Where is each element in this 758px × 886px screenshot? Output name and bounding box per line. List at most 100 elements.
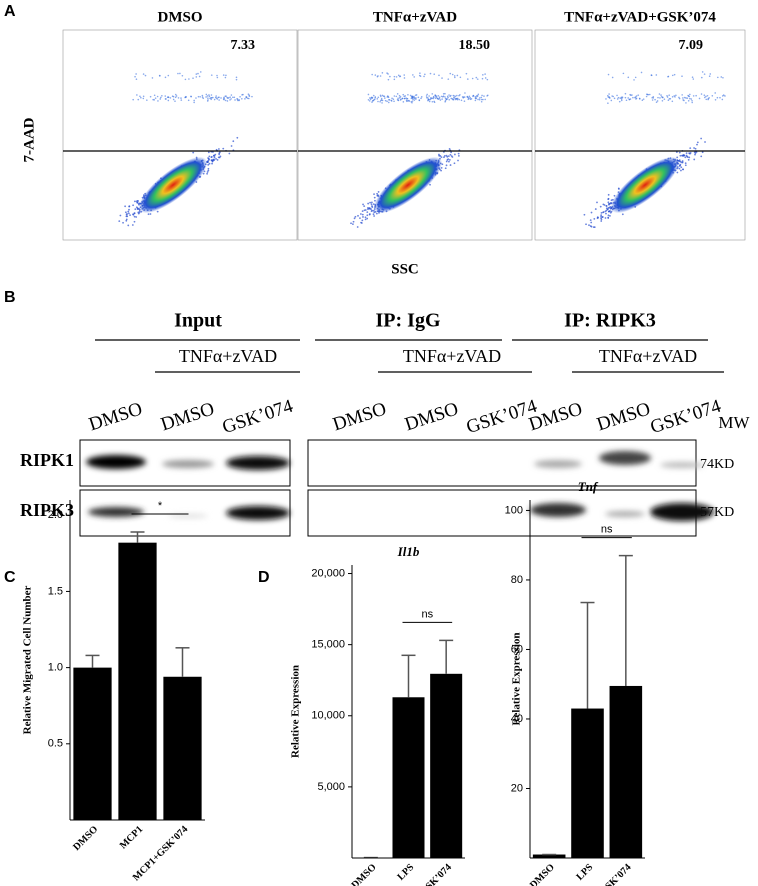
event-dot bbox=[125, 215, 128, 218]
event-dot bbox=[457, 97, 459, 100]
event-dot bbox=[717, 76, 719, 79]
event-dot bbox=[666, 96, 669, 98]
x-tick-label: MCP1 bbox=[118, 824, 145, 851]
event-dot bbox=[442, 92, 445, 95]
event-dot bbox=[689, 97, 691, 100]
event-dot bbox=[660, 94, 662, 96]
event-dot bbox=[453, 153, 456, 156]
event-dot bbox=[124, 205, 127, 208]
event-dot bbox=[451, 73, 454, 76]
plot-title: TNFα+zVAD+GSK’074 bbox=[564, 9, 716, 25]
event-dot bbox=[395, 76, 398, 78]
event-dot bbox=[600, 217, 602, 220]
bar bbox=[609, 685, 643, 858]
events bbox=[350, 72, 489, 228]
event-dot bbox=[213, 159, 216, 161]
event-dot bbox=[445, 164, 448, 167]
event-dot bbox=[705, 95, 707, 98]
event-dot bbox=[430, 97, 432, 100]
event-dot bbox=[648, 93, 651, 96]
event-dot bbox=[428, 95, 430, 97]
event-dot bbox=[164, 95, 167, 97]
event-dot bbox=[398, 94, 401, 97]
event-dot bbox=[429, 72, 432, 75]
event-dot bbox=[198, 75, 201, 78]
event-dot bbox=[216, 74, 218, 77]
event-dot bbox=[362, 203, 364, 206]
event-dot bbox=[692, 95, 695, 97]
event-dot bbox=[427, 97, 429, 99]
event-dot bbox=[399, 95, 402, 98]
event-dot bbox=[376, 192, 378, 195]
event-dot bbox=[714, 98, 717, 101]
event-dot bbox=[393, 78, 396, 81]
event-dot bbox=[363, 205, 366, 208]
event-dot bbox=[468, 95, 471, 98]
event-dot bbox=[177, 97, 180, 99]
event-dot bbox=[223, 96, 225, 99]
event-dot bbox=[700, 155, 703, 158]
event-dot bbox=[235, 76, 238, 79]
event-dot bbox=[435, 96, 438, 99]
x-tick-label: DMSO bbox=[350, 862, 379, 886]
event-dot bbox=[593, 218, 596, 220]
event-dot bbox=[402, 101, 405, 103]
event-dot bbox=[372, 94, 375, 97]
event-dot bbox=[133, 200, 136, 203]
event-dot bbox=[446, 95, 449, 98]
x-tick-label: DMSO bbox=[528, 862, 557, 886]
event-dot bbox=[429, 183, 431, 186]
lane-label: DMSO bbox=[594, 398, 653, 435]
event-dot bbox=[722, 76, 724, 79]
event-dot bbox=[205, 93, 208, 96]
y-tick-label: 5,000 bbox=[317, 781, 345, 793]
event-dot bbox=[481, 77, 484, 80]
gate-percentage: 7.33 bbox=[231, 38, 256, 53]
event-dot bbox=[218, 153, 221, 156]
event-dot bbox=[399, 75, 402, 77]
event-dot bbox=[382, 95, 385, 97]
event-dot bbox=[353, 217, 356, 220]
event-dot bbox=[616, 94, 618, 97]
event-dot bbox=[372, 213, 375, 216]
event-dot bbox=[207, 157, 210, 160]
event-dot bbox=[721, 95, 724, 97]
event-dot bbox=[393, 100, 395, 103]
event-dot bbox=[371, 73, 373, 76]
event-dot bbox=[467, 96, 470, 99]
event-dot bbox=[604, 217, 607, 219]
event-dot bbox=[474, 99, 477, 102]
event-dot bbox=[405, 97, 407, 99]
y-tick-label: 20 bbox=[511, 782, 523, 794]
event-dot bbox=[632, 96, 634, 99]
event-dot bbox=[222, 74, 225, 76]
y-axis-label: Relative Expression bbox=[511, 633, 523, 726]
event-dot bbox=[660, 95, 663, 98]
event-dot bbox=[407, 94, 409, 96]
density-core bbox=[373, 156, 443, 214]
event-dot bbox=[159, 98, 162, 100]
event-dot bbox=[688, 95, 691, 98]
event-dot bbox=[671, 100, 674, 103]
y-tick-label: 1.0 bbox=[48, 662, 63, 674]
event-dot bbox=[686, 155, 688, 158]
event-dot bbox=[607, 102, 609, 104]
event-dot bbox=[409, 94, 412, 97]
event-dot bbox=[454, 76, 456, 79]
event-dot bbox=[248, 95, 251, 98]
y-tick-label: 100 bbox=[505, 504, 523, 516]
event-dot bbox=[381, 72, 384, 74]
y-tick-label: 40 bbox=[511, 713, 523, 725]
event-dot bbox=[217, 148, 220, 150]
event-dot bbox=[174, 100, 176, 102]
event-dot bbox=[140, 96, 142, 99]
event-dot bbox=[682, 97, 684, 99]
group-label: IP: RIPK3 bbox=[564, 310, 656, 332]
event-dot bbox=[403, 74, 406, 76]
event-dot bbox=[361, 219, 364, 222]
event-dot bbox=[352, 220, 355, 223]
event-dot bbox=[224, 99, 227, 102]
event-dot bbox=[373, 193, 375, 196]
event-dot bbox=[135, 78, 138, 81]
event-dot bbox=[686, 97, 689, 99]
